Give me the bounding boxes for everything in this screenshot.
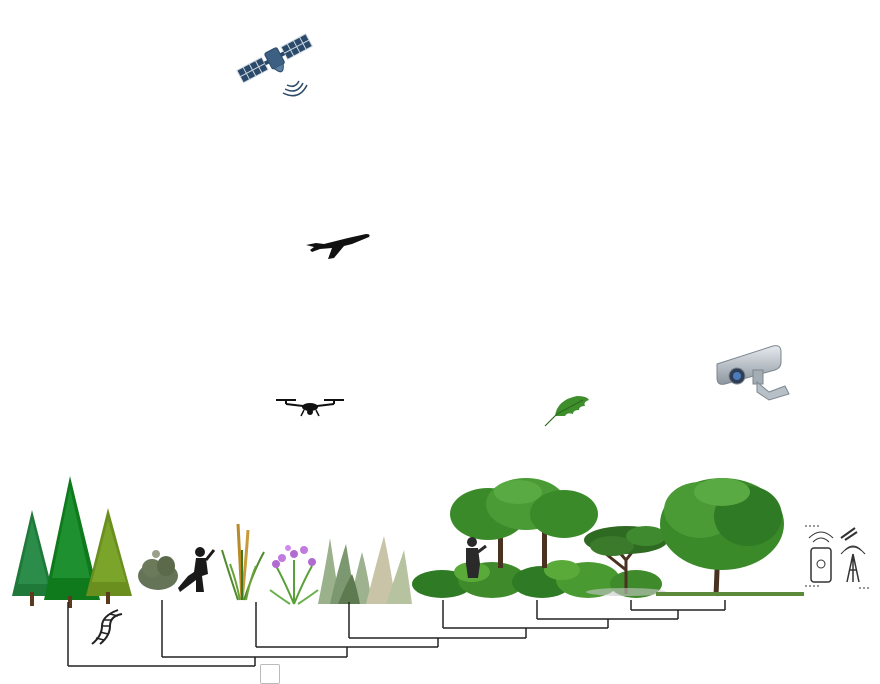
broadleaf-tree-icon	[448, 478, 598, 570]
conifer-trees-icon	[8, 474, 138, 610]
iot-tower-phone-icon	[803, 524, 873, 592]
security-camera-icon	[713, 342, 793, 402]
shrub-icon	[136, 546, 182, 592]
leaf-icon	[543, 392, 591, 428]
root-marker-box	[260, 664, 280, 684]
oak-tree-icon	[656, 476, 804, 600]
tall-grass-icon	[218, 520, 268, 602]
dna-icon	[88, 608, 124, 646]
person-silhouette-icon	[462, 536, 488, 580]
person-kneeling-icon	[178, 546, 218, 596]
grass-tufts-icon	[316, 534, 414, 606]
drone-icon	[275, 394, 345, 418]
flowering-plant-icon	[268, 540, 320, 606]
satellite-icon	[235, 25, 317, 97]
airplane-icon	[304, 228, 372, 262]
acacia-tree-icon	[582, 520, 672, 596]
